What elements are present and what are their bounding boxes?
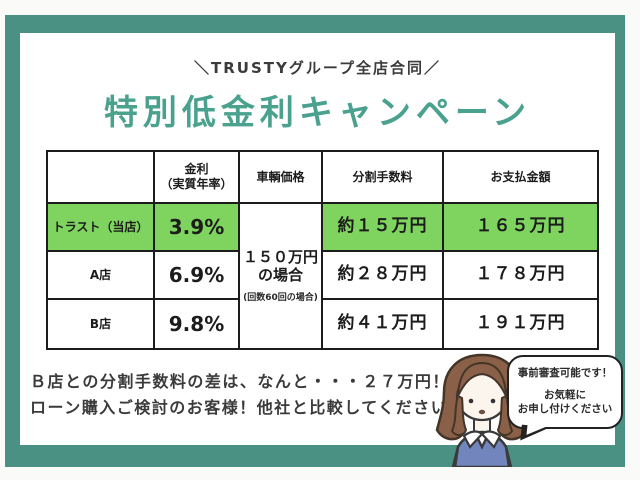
price-note: (回数60回の場合) [243,293,318,304]
group-tagline: ＼TRUSTYグループ全店合同／ [194,59,441,77]
mouth [478,409,486,415]
row-b-store: B店 [48,300,155,348]
row-trust-store: トラスト（当店） [48,204,155,252]
footer-text: Ｂ店との分割手数料の差は、なんと・・・２７万円！ ローン購入ご検討のお客様！他社… [30,369,466,421]
price-line1: １５０万円 [242,247,318,266]
row-a-store: A店 [48,252,155,300]
speech-bubble: 事前審査可能です！ お気軽に お申し付けください [507,355,623,429]
hair-bangs [457,361,507,397]
header-price: 車輌価格 [240,152,323,204]
row-trust-fee: 約１５万円 [323,204,444,252]
hair-lock-left [450,394,468,436]
header-rate-line1: 金利 [184,162,209,176]
bubble-line-3: お申し付けください [517,403,613,415]
row-b-fee: 約４１万円 [323,300,444,348]
row-a-rate: 6.9% [155,252,240,300]
bubble-line-1: 事前審査可能です！ [517,367,613,379]
header-total: お支払金額 [444,152,597,204]
header-fee: 分割手数料 [323,152,444,204]
header-store-empty [48,152,155,204]
header-rate: 金利 （実質年率） [155,152,240,204]
rate-comparison-table: 金利 （実質年率） 車輌価格 分割手数料 お支払金額 １５０万円 の場合 (回数… [46,150,599,350]
campaign-flyer: ＼TRUSTYグループ全店合同／ 特別低金利キャンペーン 金利 （実質年率） 車… [5,15,625,467]
row-b-total: １９１万円 [444,300,597,348]
campaign-title: 特別低金利キャンペーン [103,93,532,133]
footer-line-1: Ｂ店との分割手数料の差は、なんと・・・２７万円！ [30,372,450,391]
footer-line-2: ローン購入ご検討のお客様！他社と比較してください！ [30,398,466,417]
row-trust-rate: 3.9% [155,204,240,252]
collar-left [462,430,484,449]
row-a-total: １７８万円 [444,252,597,300]
collar-right [480,430,502,449]
header-rate-line2: （実質年率） [160,177,233,191]
row-b-rate: 9.8% [155,300,240,348]
eye-right [490,398,496,404]
staff-woman-illustration [435,353,529,467]
price-merged-cell: １５０万円 の場合 (回数60回の場合) [240,204,323,348]
price-line2: の場合 [257,266,303,285]
bubble-line-2: お気軽に [544,389,586,401]
row-trust-total: １６５万円 [444,204,597,252]
flyer-card: ＼TRUSTYグループ全店合同／ 特別低金利キャンペーン 金利 （実質年率） 車… [20,33,615,445]
row-a-fee: 約２８万円 [323,252,444,300]
eye-left [468,398,474,404]
